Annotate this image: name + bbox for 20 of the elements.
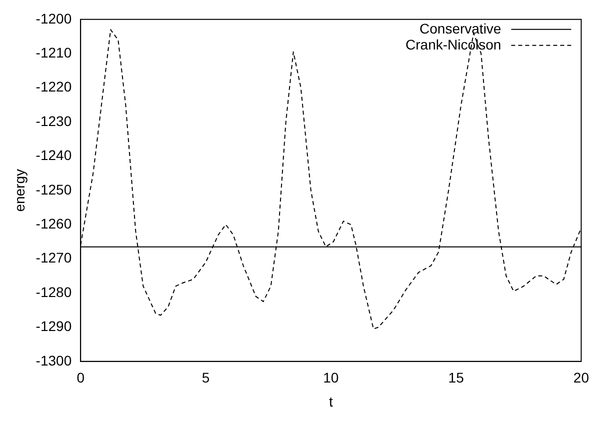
legend-label: Conservative (420, 20, 502, 36)
y-tick-label: -1200 (36, 10, 72, 26)
x-tick-label: 0 (76, 370, 85, 386)
y-tick-label: -1230 (36, 112, 72, 129)
y-tick-label: -1290 (36, 318, 72, 334)
legend-label: Crank-Nicolson (406, 36, 502, 52)
y-tick-label: -1270 (36, 250, 72, 266)
x-tick-label: 5 (202, 370, 210, 386)
y-tick-label: -1240 (36, 147, 72, 164)
x-axis-title: t (328, 393, 333, 410)
x-tick-label: 20 (573, 370, 590, 386)
y-axis-title: energy (11, 168, 28, 212)
y-tick-label: -1210 (36, 44, 72, 60)
x-tick-label: 15 (448, 370, 464, 386)
y-tick-label: -1250 (36, 181, 72, 198)
y-tick-label: -1220 (36, 78, 72, 95)
y-tick-label: -1280 (36, 284, 72, 300)
x-tick-label: 10 (323, 370, 339, 386)
y-tick-label: -1260 (36, 215, 72, 232)
y-tick-label: -1300 (36, 352, 72, 368)
